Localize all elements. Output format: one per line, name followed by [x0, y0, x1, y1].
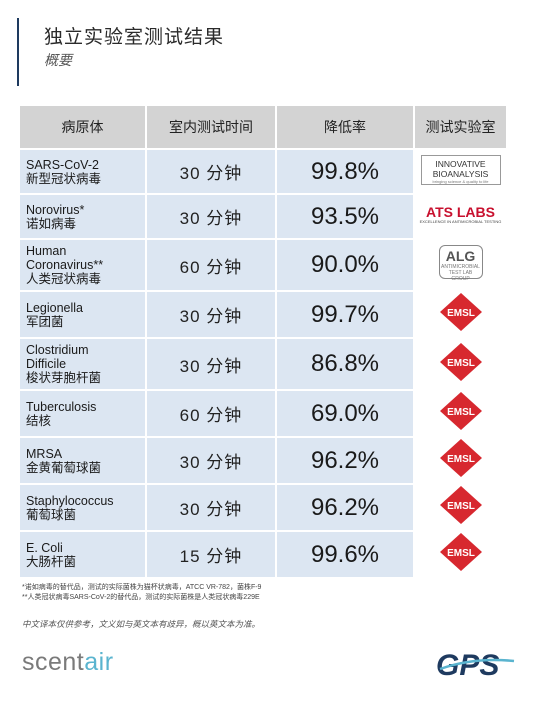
svg-text:GPS: GPS — [436, 649, 499, 681]
footnote: **人类冠状病毒SARS-CoV-2的替代品，测试的实际菌株是人类冠状病毒229… — [22, 594, 260, 601]
table-row: E. Coli 大肠杆菌 15 分钟 99.6% EMSL — [20, 532, 506, 577]
header-test-lab: 测试实验室 — [415, 106, 506, 148]
test-time-cell: 30 分钟 — [147, 195, 275, 238]
svg-text:EMSL: EMSL — [447, 308, 475, 319]
svg-text:EMSL: EMSL — [447, 454, 475, 465]
page-title: 独立实验室测试结果 — [44, 27, 225, 48]
reduction-rate-cell: 69.0% — [277, 391, 413, 436]
table-row: MRSA 金黄葡萄球菌 30 分钟 96.2% EMSL — [20, 438, 506, 483]
page-subtitle: 概要 — [44, 52, 72, 68]
pathogen-cell: Human Coronavirus** 人类冠状病毒 — [20, 240, 145, 290]
emsl-logo: EMSL — [439, 439, 482, 477]
test-lab-cell: EMSL — [415, 485, 506, 530]
pathogen-name-line: 葡萄球菌 — [26, 507, 77, 522]
pathogen-cell: Staphylococcus 葡萄球菌 — [20, 485, 145, 530]
pathogen-cell: Clostridium Difficile 梭状芽胞杆菌 — [20, 339, 145, 389]
pathogen-name-line: Tuberculosis — [26, 399, 97, 414]
reduction-rate-cell: 99.8% — [277, 150, 413, 193]
footnote: *诺如病毒的替代品，测试的实际菌株为猫杯状病毒，ATCC VR-782，菌株F-… — [22, 584, 262, 591]
reduction-rate-cell: 86.8% — [277, 339, 413, 389]
pathogen-name-line: 新型冠状病毒 — [26, 171, 102, 186]
test-time-cell: 60 分钟 — [147, 240, 275, 290]
pathogen-cell: Norovirus* 诺如病毒 — [20, 195, 145, 238]
accent-bar — [17, 18, 19, 86]
svg-text:EMSL: EMSL — [447, 548, 475, 559]
table-row: Tuberculosis 结核 60 分钟 69.0% EMSL — [20, 391, 506, 436]
pathogen-name-line: 金黄葡萄球菌 — [26, 460, 102, 475]
pathogen-name-line: Staphylococcus — [26, 493, 114, 508]
pathogen-name-line: MRSA — [26, 446, 63, 461]
pathogen-name-line: Legionella — [26, 300, 83, 315]
pathogen-cell: Legionella 军团菌 — [20, 292, 145, 337]
test-time-cell: 30 分钟 — [147, 438, 275, 483]
test-time-cell: 30 分钟 — [147, 485, 275, 530]
test-time-cell: 30 分钟 — [147, 339, 275, 389]
test-lab-cell: EMSL — [415, 339, 506, 389]
reduction-rate-cell: 96.2% — [277, 438, 413, 483]
gps-logo: GPS — [436, 649, 515, 681]
table-row: Staphylococcus 葡萄球菌 30 分钟 96.2% EMSL — [20, 485, 506, 530]
emsl-logo: EMSL — [439, 392, 482, 430]
test-time-cell: 30 分钟 — [147, 292, 275, 337]
pathogen-name-line: Norovirus* — [26, 202, 85, 217]
test-time-cell: 30 分钟 — [147, 150, 275, 193]
test-lab-cell: ATS LABS EXCELLENCE IN ANTIMICROBIAL TES… — [415, 195, 506, 238]
reduction-rate-cell: 93.5% — [277, 195, 413, 238]
test-time-cell: 15 分钟 — [147, 532, 275, 577]
alg-logo: ALG ANTIMICROBIAL TEST LAB GROUP — [438, 245, 483, 282]
pathogen-name-line: 诺如病毒 — [26, 216, 77, 231]
pathogen-name-line: 结核 — [26, 413, 52, 428]
pathogen-name-line: Coronavirus** — [26, 258, 104, 272]
results-table: 病原体 室内测试时间 降低率 测试实验室 SARS-CoV-2 新型冠状病毒 30 … — [18, 104, 508, 579]
innovative-bioanalysis-logo: INNOVATIVE BIOANALYSIS bringing science … — [420, 155, 501, 185]
pathogen-name-line: 军团菌 — [26, 314, 64, 329]
pathogen-name-line: SARS-CoV-2 — [26, 157, 99, 172]
reduction-rate-cell: 90.0% — [277, 240, 413, 290]
translation-disclaimer: 中文译本仅供参考，文义如与英文本有歧异，概以英文本为准。 — [22, 619, 261, 629]
svg-text:EMSL: EMSL — [447, 501, 475, 512]
pathogen-name-line: E. Coli — [26, 540, 63, 555]
emsl-logo: EMSL — [439, 486, 482, 524]
test-lab-cell: EMSL — [415, 292, 506, 337]
table-row: Legionella 军团菌 30 分钟 99.7% EMSL — [20, 292, 506, 337]
pathogen-cell: Tuberculosis 结核 — [20, 391, 145, 436]
table-row: Clostridium Difficile 梭状芽胞杆菌 30 分钟 86.8% EMS… — [20, 339, 506, 389]
ats-labs-logo: ATS LABS EXCELLENCE IN ANTIMICROBIAL TES… — [419, 204, 502, 224]
pathogen-name-line: 梭状芽胞杆菌 — [26, 371, 102, 385]
svg-text:EMSL: EMSL — [447, 407, 475, 418]
reduction-rate-cell: 99.6% — [277, 532, 413, 577]
test-lab-cell: EMSL — [415, 391, 506, 436]
emsl-logo: EMSL — [439, 293, 482, 331]
svg-text:EMSL: EMSL — [447, 358, 475, 369]
pathogen-cell: E. Coli 大肠杆菌 — [20, 532, 145, 577]
header-test-time: 室内测试时间 — [147, 106, 275, 148]
pathogen-name-line: 大肠杆菌 — [26, 554, 77, 569]
test-time-cell: 60 分钟 — [147, 391, 275, 436]
header-reduction-rate: 降低率 — [277, 106, 413, 148]
table-row: Norovirus* 诺如病毒 30 分钟 93.5% ATS LABS EXCELL… — [20, 195, 506, 238]
table-row: Human Coronavirus** 人类冠状病毒 60 分钟 90.0% ALG A… — [20, 240, 506, 290]
pathogen-cell: SARS-CoV-2 新型冠状病毒 — [20, 150, 145, 193]
pathogen-name-line: 人类冠状病毒 — [26, 272, 102, 286]
emsl-logo: EMSL — [439, 342, 482, 381]
pathogen-name-line: Clostridium — [26, 343, 89, 357]
pathogen-name-line: Human — [26, 244, 67, 258]
pathogen-name-line: Difficile — [26, 357, 67, 371]
table-row: SARS-CoV-2 新型冠状病毒 30 分钟 99.8% INNOVATIVE BI… — [20, 150, 506, 193]
reduction-rate-cell: 99.7% — [277, 292, 413, 337]
emsl-logo: EMSL — [439, 533, 482, 571]
test-lab-cell: ALG ANTIMICROBIAL TEST LAB GROUP — [415, 240, 506, 290]
reduction-rate-cell: 96.2% — [277, 485, 413, 530]
footnotes: *诺如病毒的替代品，测试的实际菌株为猫杯状病毒，ATCC VR-782，菌株F-… — [22, 583, 261, 603]
test-lab-cell: EMSL — [415, 438, 506, 483]
header-pathogen: 病原体 — [20, 106, 145, 148]
test-lab-cell: EMSL — [415, 532, 506, 577]
pathogen-cell: MRSA 金黄葡萄球菌 — [20, 438, 145, 483]
test-lab-cell: INNOVATIVE BIOANALYSIS bringing science … — [415, 150, 506, 193]
scentair-logo: scentair — [22, 648, 114, 676]
